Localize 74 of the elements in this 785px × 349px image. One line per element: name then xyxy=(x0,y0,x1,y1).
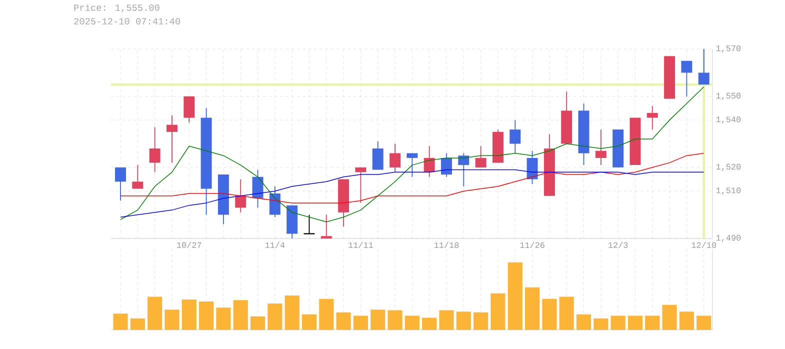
bar xyxy=(336,312,351,330)
bar xyxy=(250,316,266,330)
candlestick xyxy=(406,152,418,178)
y-tick-label: 1,490 xyxy=(716,235,741,242)
bar xyxy=(662,305,677,330)
bar xyxy=(370,310,386,330)
bar xyxy=(645,316,660,330)
candlestick xyxy=(424,146,435,178)
bar xyxy=(113,314,128,330)
candlestick xyxy=(441,152,452,178)
bar xyxy=(542,298,557,330)
candlestick xyxy=(646,106,658,130)
bar xyxy=(404,316,420,330)
candlestick xyxy=(595,129,606,166)
candlestick xyxy=(390,143,401,173)
chart-subtitle: 2025-12-10 07:41:40 xyxy=(74,18,180,25)
bar xyxy=(559,296,574,330)
bar xyxy=(696,316,712,330)
bar xyxy=(148,296,162,330)
x-tick-label: 11/18 xyxy=(434,242,459,248)
candlestick xyxy=(458,152,470,187)
candlestick xyxy=(320,214,332,240)
bar xyxy=(628,316,643,330)
candlestick xyxy=(184,96,195,124)
bar xyxy=(508,262,522,330)
bar xyxy=(353,316,368,330)
bar xyxy=(524,287,540,330)
x-tick-label: 12/3 xyxy=(608,242,628,248)
candlestick xyxy=(132,164,144,190)
bar xyxy=(284,296,300,330)
bar xyxy=(199,302,214,330)
bar xyxy=(490,294,506,330)
x-tick-label: 12/10 xyxy=(692,242,716,248)
candlestick xyxy=(510,120,521,154)
candlestick xyxy=(303,214,316,234)
bar xyxy=(268,304,282,330)
y-tick-label: 1,570 xyxy=(716,46,741,53)
y-tick-label: 1,550 xyxy=(716,92,741,100)
bar xyxy=(422,318,437,330)
candlestick xyxy=(115,167,126,202)
bar xyxy=(610,316,626,330)
y-tick-label: 1,520 xyxy=(716,164,741,172)
bar xyxy=(474,312,488,330)
chart-title: Price: 1,555.00 xyxy=(74,4,160,13)
candlestick xyxy=(269,186,280,218)
bar xyxy=(319,298,334,330)
candlestick xyxy=(372,141,384,170)
candlestick xyxy=(698,48,710,86)
bar xyxy=(679,312,694,330)
bar xyxy=(182,300,196,330)
y-tick-label: 1,510 xyxy=(716,188,741,195)
x-tick-label: 11/26 xyxy=(520,242,544,248)
bar xyxy=(233,300,248,330)
candlestick xyxy=(355,167,366,204)
x-tick-label: 10/27 xyxy=(177,242,202,248)
bar xyxy=(302,314,317,330)
x-tick-label: 11/4 xyxy=(265,242,285,248)
bar xyxy=(388,310,402,330)
bar xyxy=(456,312,471,330)
bar xyxy=(164,310,180,330)
x-tick-label: 11/11 xyxy=(348,242,373,248)
candlestick xyxy=(475,146,486,168)
bar xyxy=(130,318,145,330)
candlestick xyxy=(252,169,264,208)
bar xyxy=(216,308,231,330)
bar xyxy=(576,314,592,330)
candlestick xyxy=(235,178,246,214)
y-tick-label: 1,540 xyxy=(716,116,741,124)
candlestick xyxy=(681,60,692,97)
candlestick xyxy=(149,126,160,173)
candlestick xyxy=(526,150,538,185)
candlestick xyxy=(166,114,178,164)
bar xyxy=(594,318,608,330)
bar xyxy=(439,310,454,330)
